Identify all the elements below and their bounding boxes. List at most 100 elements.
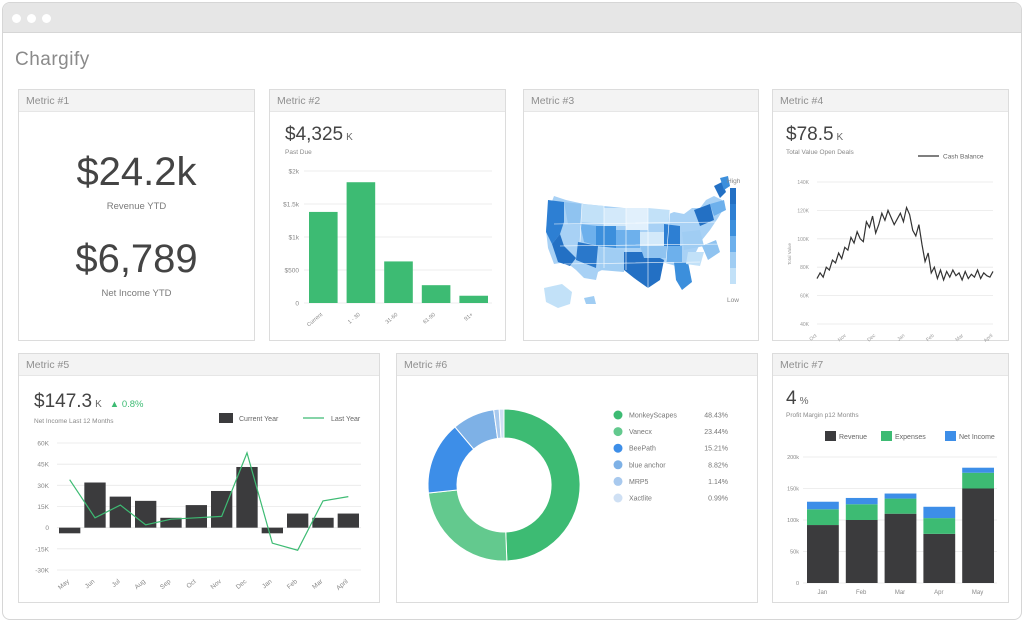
stacked-bar-segment — [962, 467, 994, 473]
legend-dot-icon — [613, 443, 623, 453]
stacked-bar-segment — [923, 506, 956, 519]
card-title: Metric #3 — [524, 90, 758, 112]
net-income-label: Net Income YTD — [101, 288, 172, 299]
legend-label: MRP5 — [629, 479, 649, 486]
y-axis-label: Total Value — [787, 243, 792, 265]
x-tick-label: Oct — [185, 578, 197, 590]
stacked-bar-segment — [845, 520, 878, 583]
x-tick-label: Jan — [896, 333, 906, 342]
legend-label: Current Year — [239, 416, 279, 423]
x-tick-label: Jan — [261, 578, 274, 590]
x-tick-label: Mar — [311, 578, 325, 591]
y-tick-label: 150k — [787, 487, 799, 493]
legend-dot-icon — [613, 493, 623, 503]
metric-card-2[interactable]: Metric #2 $4,325 K Past Due 0 $500 $1k $1.5k… — [269, 89, 506, 341]
x-tick-label: Nov — [210, 578, 224, 591]
legend-value: 8.82% — [708, 462, 728, 469]
card-title: Metric #4 — [773, 90, 1008, 112]
legend-swatch — [219, 413, 233, 423]
metric-card-6[interactable]: Metric #6 MonkeyScapes 48.43% Vanecx 23.44%… — [396, 353, 758, 603]
x-tick-label: 91+ — [463, 312, 474, 323]
metric-value: $4,325 K — [285, 124, 353, 146]
x-tick-label: Current — [306, 312, 324, 329]
metric-card-3[interactable]: Metric #3 — [523, 89, 759, 341]
metric-value: $78.5 K — [786, 124, 843, 146]
metric-card-7[interactable]: Metric #7 4% Profit Margin p12 Months Re… — [772, 353, 1009, 603]
bar — [160, 517, 182, 528]
stacked-bar-segment — [923, 533, 956, 583]
y-tick-label: 0 — [796, 581, 799, 587]
bar — [84, 482, 106, 528]
bar — [337, 513, 359, 528]
stacked-bar-segment — [884, 498, 917, 514]
legend-value: 48.43% — [704, 413, 728, 420]
revenue-value: $24.2k — [76, 150, 197, 194]
window-dot-icon[interactable] — [12, 14, 21, 23]
map-legend-scale — [730, 188, 736, 284]
stacked-bar-segment — [845, 504, 878, 520]
metric-value-number: $147.3 — [34, 391, 93, 412]
y-tick-label: 60K — [800, 294, 810, 300]
metric-value-number: $4,325 — [285, 124, 344, 145]
y-tick-label: 0 — [295, 301, 299, 308]
metric-unit: K — [95, 399, 102, 410]
metric-subtitle: Profit Margin p12 Months — [786, 412, 859, 419]
x-tick-label: Jul — [111, 578, 122, 589]
legend-dot-icon — [613, 427, 623, 437]
metric-subtitle: Net Income Last 12 Months — [34, 418, 114, 425]
x-tick-label: Oct — [808, 333, 818, 342]
us-map-borders — [553, 203, 725, 288]
legend-dot-icon — [613, 410, 623, 420]
donut-slice — [498, 408, 505, 439]
window-dot-icon[interactable] — [27, 14, 36, 23]
y-tick-label: 80K — [800, 265, 810, 271]
bar — [211, 490, 233, 528]
cash-balance-line — [816, 205, 994, 282]
us-map: High Low — [544, 176, 741, 308]
metric-subtitle: Total Value Open Deals — [786, 149, 854, 156]
y-tick-label: -30K — [35, 568, 49, 575]
metric-unit: % — [799, 396, 809, 407]
y-tick-label: $500 — [285, 268, 300, 275]
revenue-label: Revenue YTD — [106, 201, 167, 212]
legend-label: MonkeyScapes — [629, 413, 677, 420]
y-tick-label: 140K — [797, 180, 809, 186]
stacked-bar-segment — [884, 493, 917, 499]
stacked-bar-segment — [807, 525, 839, 583]
stacked-bar-segment — [807, 509, 839, 526]
legend-value: 23.44% — [704, 429, 728, 436]
metric-card-4[interactable]: Metric #4 $78.5 K Total Value Open Deals … — [772, 89, 1009, 342]
x-tick-label: Mar — [895, 590, 905, 596]
legend-value: 15.21% — [704, 446, 728, 453]
x-tick-label: Dec — [866, 333, 877, 342]
metric-card-1[interactable]: Metric #1 $24.2k Revenue YTD $6,789 Net … — [18, 89, 255, 341]
legend-label: Expenses — [895, 434, 926, 441]
x-tick-label: Feb — [856, 590, 867, 596]
y-tick-label: 100k — [787, 518, 799, 524]
x-tick-label: 61-90 — [422, 312, 437, 326]
y-tick-label: 120K — [797, 208, 809, 214]
legend-swatch — [945, 431, 956, 441]
us-map-states — [544, 176, 730, 308]
profit-stacked-bar-chart: Revenue Expenses Net Income 0 50k 100k 150k 200… — [787, 431, 997, 596]
y-tick-label: $1.5k — [283, 202, 300, 209]
legend-dot-icon — [613, 476, 623, 486]
stacked-bar-segment — [884, 513, 917, 583]
metric-unit: K — [836, 132, 844, 143]
metric-value: 4% — [786, 388, 808, 410]
window-dot-icon[interactable] — [42, 14, 51, 23]
legend-value: 0.99% — [708, 496, 728, 503]
bar — [309, 211, 338, 303]
window-titlebar — [3, 3, 1021, 33]
bar — [312, 517, 334, 528]
x-tick-label: Dec — [235, 578, 249, 591]
metric-subtitle: Past Due — [285, 149, 312, 156]
past-due-bar-chart: 0 $500 $1k $1.5k $2k Current 1 - 30 31-60 61-90 9… — [283, 169, 492, 329]
bar — [59, 527, 81, 534]
metric-card-5[interactable]: Metric #5 $147.3 K ▲ 0.8% Net Income Last … — [18, 353, 380, 603]
net-income-value: $6,789 — [75, 237, 198, 281]
last-year-line — [69, 451, 349, 551]
legend-label: Vanecx — [629, 429, 652, 436]
y-tick-label: 60K — [37, 441, 49, 448]
